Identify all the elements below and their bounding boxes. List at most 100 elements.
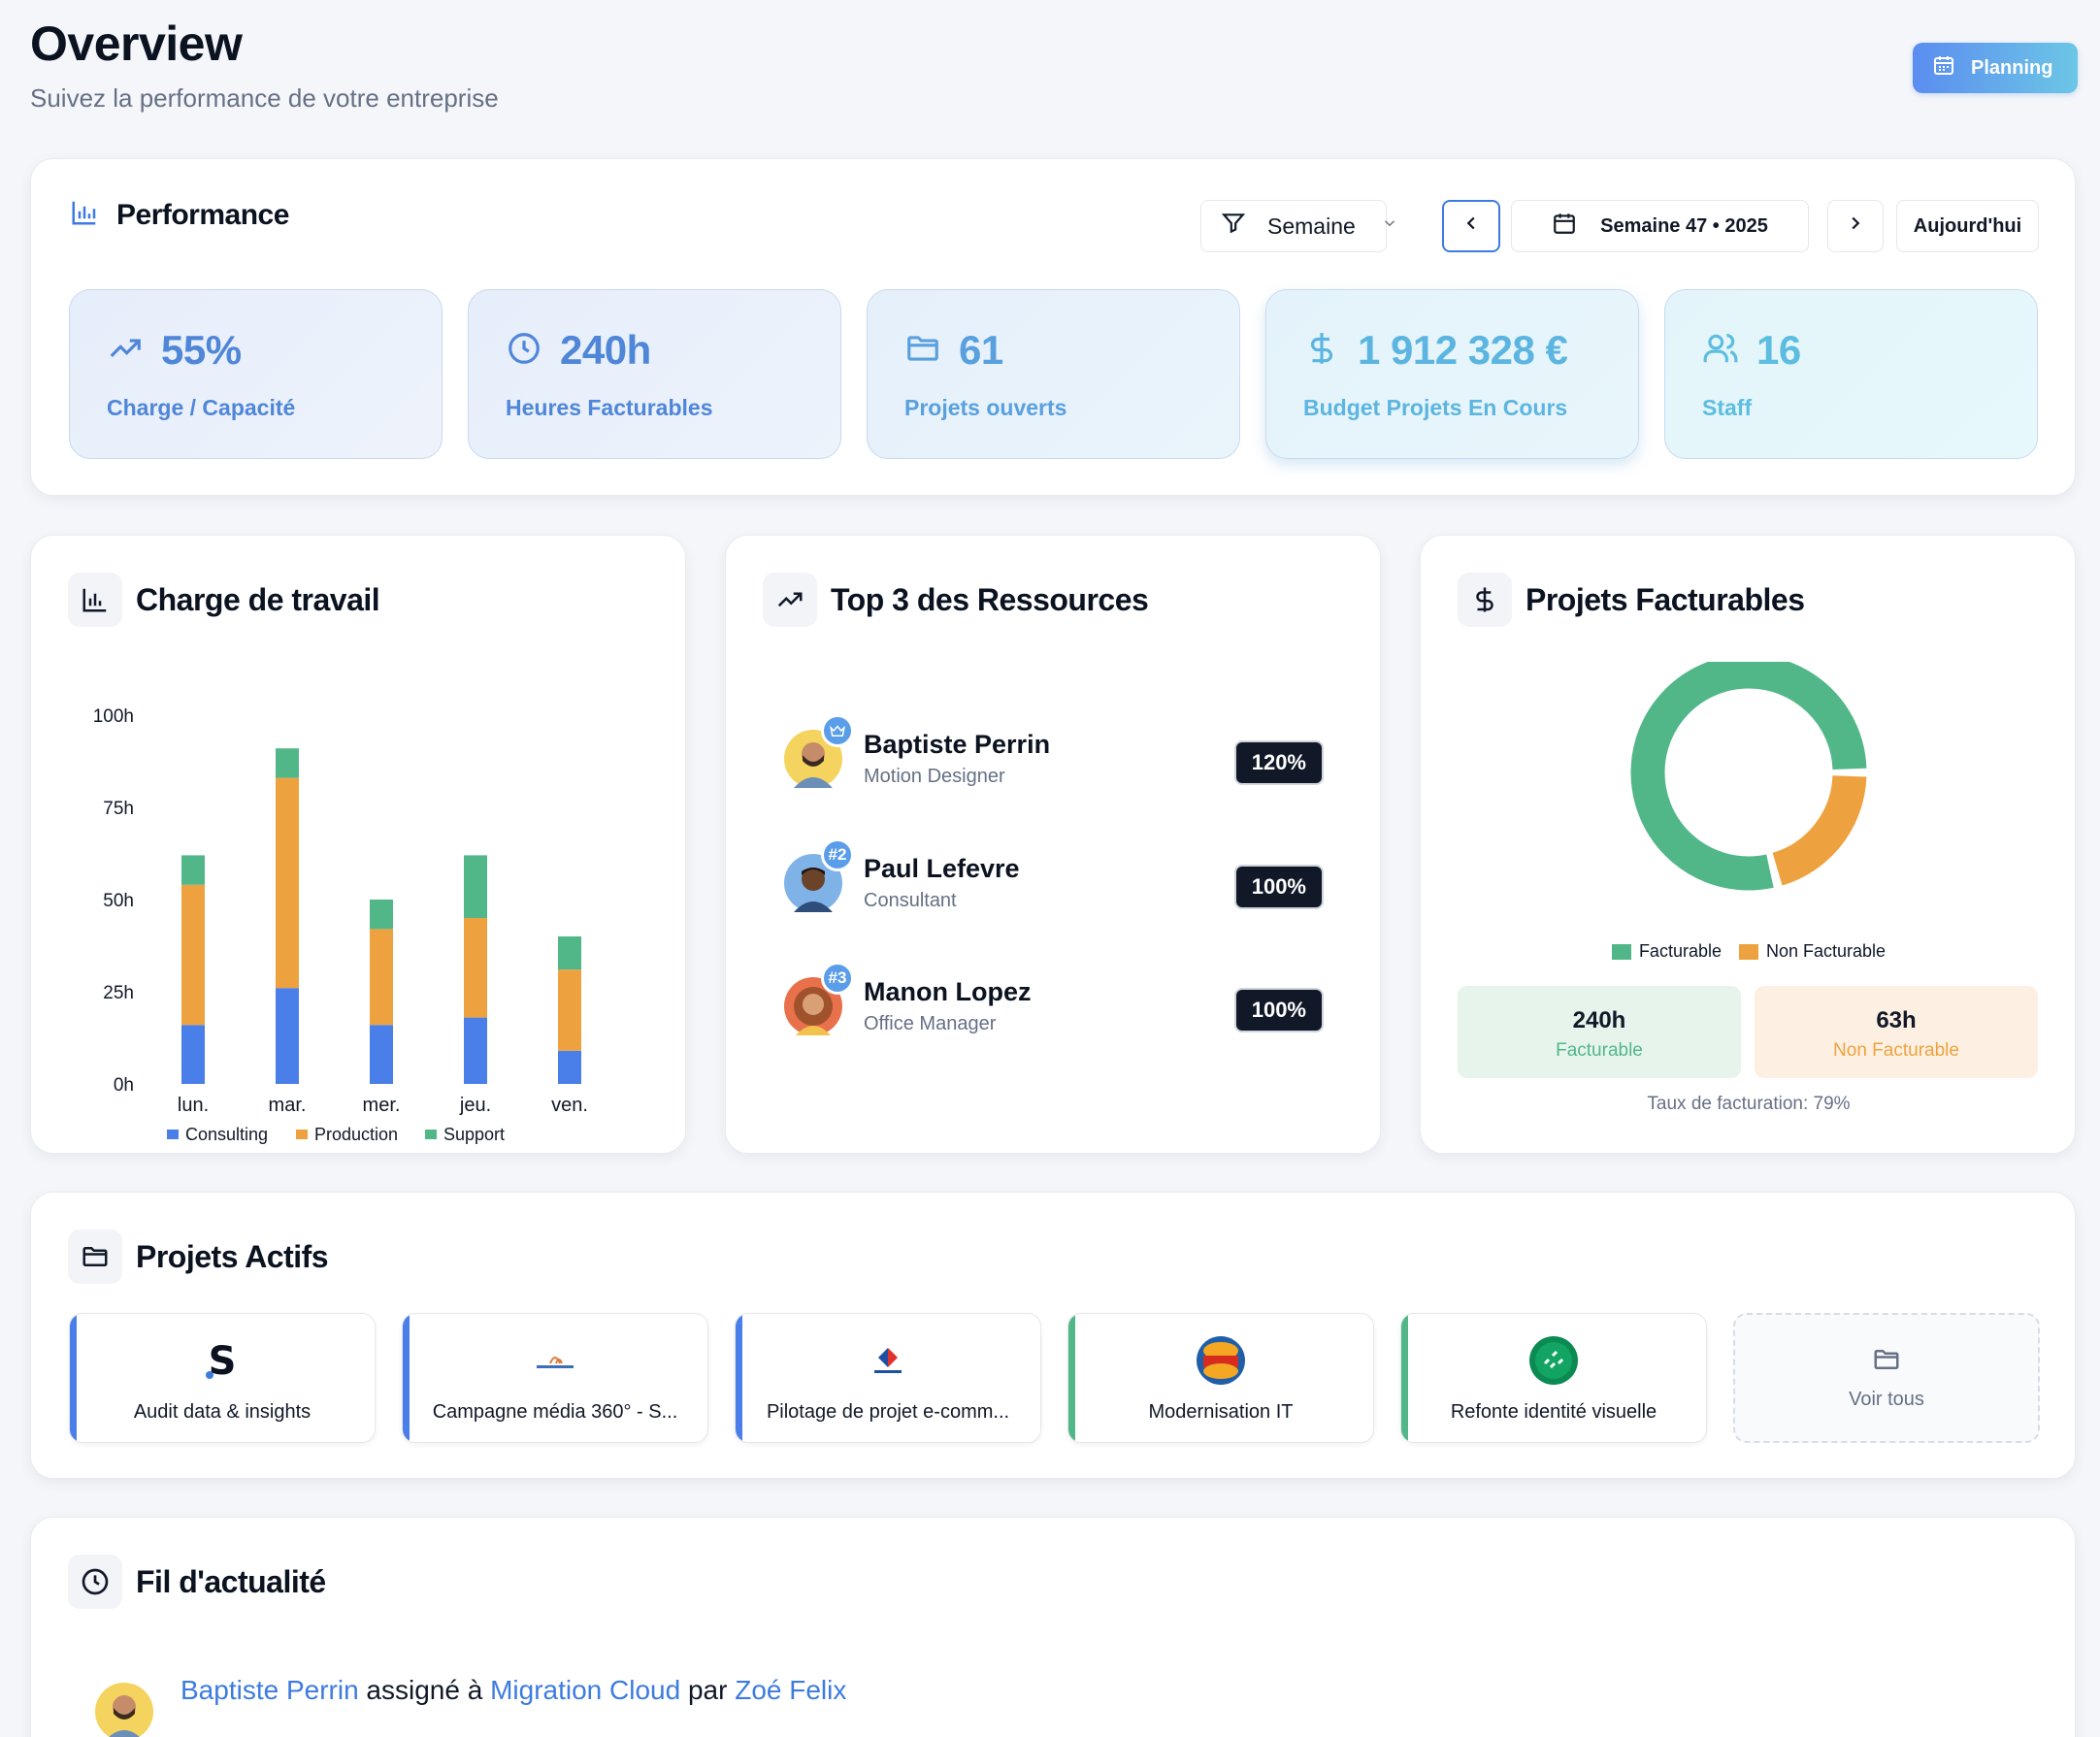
workload-chart: 0h 25h 50h 75h 100h lun. mar. mer. jeu. ven. Consu… bbox=[93, 706, 588, 1144]
legend-label: Consulting bbox=[185, 1125, 268, 1144]
saint-gobain-logo bbox=[528, 1333, 582, 1388]
project-name: Audit data & insights bbox=[133, 1400, 312, 1423]
bar-support bbox=[558, 936, 581, 970]
x-tick-label: mar. bbox=[269, 1095, 307, 1116]
stat-label: Budget Projets En Cours bbox=[1303, 395, 1568, 420]
clock-icon bbox=[506, 330, 542, 372]
billable-label: Facturable bbox=[1556, 1040, 1643, 1061]
bar-support bbox=[464, 855, 487, 918]
legend-swatch bbox=[425, 1130, 437, 1139]
previous-period-button[interactable] bbox=[1442, 200, 1500, 252]
stat-label: Charge / Capacité bbox=[107, 395, 296, 420]
stat-staff[interactable]: 16 Staff bbox=[1664, 289, 2038, 459]
project-card[interactable]: Campagne média 360° - S... bbox=[402, 1313, 708, 1443]
project-card[interactable]: Modernisation IT bbox=[1067, 1313, 1374, 1443]
bar-consulting bbox=[464, 1017, 487, 1084]
project-name: Campagne média 360° - S... bbox=[432, 1400, 678, 1423]
feed-actor-link[interactable]: Baptiste Perrin bbox=[180, 1675, 359, 1705]
project-status-bar bbox=[70, 1314, 77, 1442]
stat-value: 240h bbox=[560, 327, 651, 373]
chevron-right-icon bbox=[1845, 213, 1866, 240]
x-tick-label: mer. bbox=[363, 1095, 401, 1116]
planning-label: Planning bbox=[1971, 56, 2053, 79]
stat-projets-ouverts[interactable]: 61 Projets ouverts bbox=[867, 289, 1240, 459]
see-all-projects-button[interactable]: Voir tous bbox=[1733, 1313, 2040, 1443]
bar-consulting bbox=[181, 1025, 205, 1084]
resource-role: Consultant bbox=[864, 890, 957, 911]
stat-budget-projets[interactable]: 1 912 328 € Budget Projets En Cours bbox=[1265, 289, 1639, 459]
period-picker[interactable]: Semaine 47 • 2025 bbox=[1511, 200, 1809, 252]
trending-up-icon bbox=[107, 330, 144, 372]
bar-support bbox=[181, 855, 205, 885]
next-period-button[interactable] bbox=[1827, 200, 1884, 252]
project-name: Modernisation IT bbox=[1148, 1400, 1294, 1423]
billing-rate: Taux de facturation: 79% bbox=[1647, 1094, 1851, 1114]
bar-chart-icon bbox=[68, 573, 122, 627]
resource-name: Manon Lopez bbox=[864, 977, 1032, 1006]
folder-icon bbox=[904, 330, 941, 372]
project-card[interactable]: Pilotage de projet e-comm... bbox=[735, 1313, 1041, 1443]
resource-load-badge: 100% bbox=[1233, 988, 1324, 1032]
filter-icon bbox=[1221, 211, 1246, 242]
billable-summary: 240h Facturable bbox=[1458, 986, 1741, 1078]
donut-slice-billable bbox=[1630, 662, 1867, 891]
feed-author-link[interactable]: Zoé Felix bbox=[735, 1675, 847, 1705]
resource-role: Motion Designer bbox=[864, 766, 1005, 787]
stat-heures-facturables[interactable]: 240h Heures Facturables bbox=[468, 289, 841, 459]
bar-consulting bbox=[370, 1025, 393, 1084]
resource-role: Office Manager bbox=[864, 1013, 997, 1034]
feed-by: par bbox=[687, 1675, 728, 1705]
workload-card: Charge de travail 0h 25h 50h 75h 100h lun. mar… bbox=[30, 535, 686, 1154]
period-filter-select[interactable]: Semaine bbox=[1200, 200, 1395, 252]
stat-label: Heures Facturables bbox=[506, 395, 713, 420]
top-resources-title: Top 3 des Ressources bbox=[831, 581, 1149, 617]
billable-title: Projets Facturables bbox=[1526, 581, 1805, 617]
burger-king-logo bbox=[1194, 1333, 1248, 1388]
avatar bbox=[95, 1683, 153, 1737]
project-name: Refonte identité visuelle bbox=[1450, 1400, 1657, 1423]
s-logo: S bbox=[195, 1333, 249, 1388]
carrefour-logo bbox=[861, 1333, 915, 1388]
today-button[interactable]: Aujourd'hui bbox=[1896, 200, 2039, 252]
project-status-bar bbox=[736, 1314, 742, 1442]
project-card[interactable]: Refonte identité visuelle bbox=[1400, 1313, 1707, 1443]
x-tick-label: ven. bbox=[551, 1095, 588, 1116]
resource-item[interactable]: #3 Manon Lopez Office Manager bbox=[784, 962, 1032, 1035]
planning-button[interactable]: Planning bbox=[1913, 43, 2078, 93]
billable-card: Projets Facturables Facturable Non Factu… bbox=[1420, 535, 2076, 1154]
project-card[interactable]: S Audit data & insights bbox=[69, 1313, 376, 1443]
resource-item[interactable]: Baptiste Perrin Motion Designer bbox=[784, 714, 1050, 788]
active-projects-card: Projets Actifs S Audit data & insights C… bbox=[30, 1192, 2076, 1479]
stat-label: Staff bbox=[1702, 395, 1753, 420]
chevron-left-icon bbox=[1460, 213, 1482, 240]
resource-item[interactable]: #2 Paul Lefevre Consultant bbox=[784, 838, 1020, 912]
stat-value: 55% bbox=[161, 327, 242, 373]
feed-title: Fil d'actualité bbox=[136, 1563, 326, 1599]
y-tick-label: 50h bbox=[103, 891, 134, 911]
dollar-icon bbox=[1303, 330, 1340, 372]
project-status-bar bbox=[1401, 1314, 1408, 1442]
feed-target-link[interactable]: Migration Cloud bbox=[490, 1675, 681, 1705]
y-tick-label: 0h bbox=[114, 1075, 134, 1096]
rank-badge: #2 bbox=[821, 838, 854, 871]
project-status-bar bbox=[403, 1314, 410, 1442]
page-header: Overview Suivez la performance de votre … bbox=[30, 16, 499, 114]
stat-charge-capacite[interactable]: 55% Charge / Capacité bbox=[69, 289, 443, 459]
clock-icon bbox=[68, 1555, 122, 1609]
feed-item: Baptiste Perrin assigné à Migration Clou… bbox=[180, 1675, 846, 1706]
activity-feed-card: Fil d'actualité Baptiste Perrin assigné … bbox=[30, 1517, 2076, 1737]
legend-label: Production bbox=[314, 1125, 398, 1144]
page-title: Overview bbox=[30, 16, 243, 71]
legend-swatch bbox=[296, 1130, 308, 1139]
avatar: #3 bbox=[784, 962, 854, 1035]
stat-value: 16 bbox=[1756, 327, 1801, 373]
resource-load-badge: 100% bbox=[1233, 865, 1324, 909]
stat-value: 1 912 328 € bbox=[1358, 327, 1568, 373]
workload-title: Charge de travail bbox=[136, 581, 380, 617]
performance-card: Performance Semaine Semaine 47 • 2025 Au… bbox=[30, 158, 2076, 496]
see-all-label: Voir tous bbox=[1849, 1389, 1924, 1410]
feed-action: assigné à bbox=[366, 1675, 483, 1705]
users-icon bbox=[1702, 330, 1739, 372]
donut-legend: Facturable Non Facturable bbox=[1421, 941, 2077, 962]
projects-title: Projets Actifs bbox=[136, 1238, 329, 1274]
